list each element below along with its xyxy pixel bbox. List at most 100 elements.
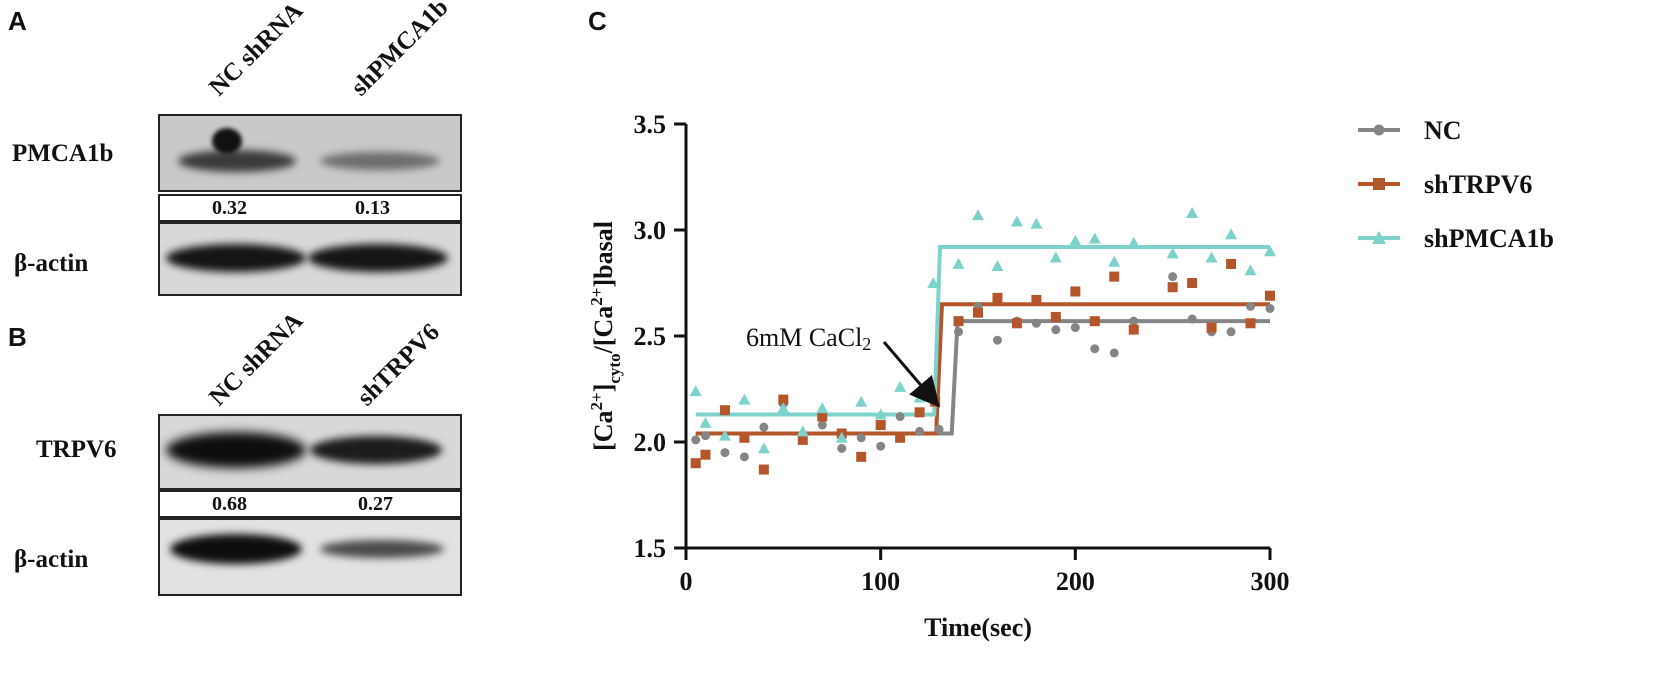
y-tick-label: 1.5 [634,534,667,563]
data-point-shPMCA1b [913,391,926,403]
data-point-NC [1265,303,1275,313]
data-point-NC [856,433,866,443]
data-point-shPMCA1b [689,385,702,397]
data-point-shTRPV6 [895,432,906,443]
data-point-shPMCA1b [1030,217,1043,229]
data-point-NC [915,426,925,436]
y-axis-label-part: 2+ [587,288,606,306]
data-point-shTRPV6 [1031,294,1042,305]
x-tick-label: 100 [861,567,900,596]
data-point-NC [1051,325,1061,335]
data-point-NC [739,452,749,462]
data-point-shPMCA1b [1069,234,1082,246]
data-point-shTRPV6 [992,292,1003,303]
data-point-shTRPV6 [914,407,925,418]
blot-a-target-band-2 [320,152,440,170]
annotation-subscript: 2 [862,334,871,354]
y-axis-label-part: 2+ [587,392,606,410]
blot-b-quant-2: 0.27 [358,493,393,515]
blot-a-quant-box: 0.32 0.13 [158,194,462,222]
fit-line-shTRPV6 [695,302,1270,436]
data-point-shTRPV6 [690,458,701,469]
data-point-shTRPV6 [856,451,867,462]
data-point-shTRPV6 [1167,282,1178,293]
blot-b-target-label: TRPV6 [36,436,117,463]
data-point-shTRPV6 [758,464,769,475]
data-point-shPMCA1b [738,393,751,405]
blot-a-loading-strip [158,222,462,296]
data-point-shPMCA1b [972,209,984,221]
data-point-shTRPV6 [778,394,789,405]
y-axis-label-part: [Ca [589,410,618,450]
data-point-shPMCA1b [816,402,829,414]
data-point-NC [1187,314,1197,324]
data-point-shPMCA1b [1186,207,1199,219]
data-point-shTRPV6 [1070,286,1081,297]
annotation-arrow [882,341,940,408]
annotation-label: 6mM CaCl2 [746,323,871,354]
data-point-shTRPV6 [1265,290,1275,301]
data-point-shPMCA1b [777,402,790,414]
y-axis-label-part: /[Ca [589,306,618,355]
blot-a-target-band-1 [178,150,296,172]
data-point-shPMCA1b [1225,228,1238,240]
data-point-shTRPV6 [797,434,808,445]
data-point-shTRPV6 [1187,278,1198,288]
legend-marker-NC [1373,124,1385,136]
data-point-NC [700,431,710,441]
data-point-NC [759,422,769,432]
y-tick-label: 3.0 [634,216,667,245]
data-point-shTRPV6 [1128,324,1139,335]
data-point-shTRPV6 [739,432,750,443]
data-point-shTRPV6 [973,307,983,318]
data-point-NC [1031,318,1041,328]
data-point-NC [837,443,847,453]
blot-a-loading-label: β-actin [14,250,89,277]
data-point-shTRPV6 [1109,271,1120,282]
blot-b-target-band-2 [310,436,442,464]
legend-label-NC: NC [1424,116,1462,145]
data-point-NC [1070,323,1080,333]
data-point-shPMCA1b [796,425,809,437]
data-point-NC [1168,272,1178,282]
blot-b-loading-label: β-actin [14,546,89,573]
blot-b-target-strip [158,414,462,490]
blot-a-loading-band-1 [166,244,306,272]
legend-label-shPMCA1b: shPMCA1b [1424,224,1554,253]
data-point-NC [876,441,886,451]
data-point-NC [1109,348,1119,358]
panel-c-label: C [588,6,607,36]
data-point-shTRPV6 [1089,316,1100,327]
legend-marker-shPMCA1b [1372,231,1386,244]
blot-b-loading-strip [158,518,462,596]
data-point-shTRPV6 [1206,322,1217,333]
legend-marker-shTRPV6 [1373,178,1385,190]
data-point-shPMCA1b [894,380,907,392]
data-point-shPMCA1b [718,429,731,441]
data-point-shPMCA1b [1088,232,1101,244]
data-point-shPMCA1b [1244,264,1257,276]
y-tick-label: 3.5 [634,110,667,139]
data-point-NC [720,448,730,458]
x-tick-label: 0 [680,567,693,596]
data-point-shPMCA1b [1264,245,1276,257]
blot-b-loading-band-1 [170,534,302,564]
data-point-shPMCA1b [1049,251,1062,263]
chart-axes: 1.52.02.53.03.50 100 200 300Time(sec)[Ca2+]… [587,110,1290,642]
fit-line-shPMCA1b [695,244,1270,417]
data-point-shTRPV6 [1050,311,1061,322]
annotation-text: 6mM CaCl [746,323,862,352]
data-point-shPMCA1b [757,442,770,454]
panel-b-label: B [8,322,27,352]
data-point-shTRPV6 [719,405,730,416]
chart-legend: NC shTRPV6 shPMCA1b [1358,116,1554,253]
blot-a-quant-1: 0.32 [212,197,247,219]
blot-a-target-dark-spot [212,128,242,154]
y-axis-label: [Ca2+]cyto/[Ca2+]basal [587,221,624,451]
data-point-shTRPV6 [700,449,711,460]
y-tick-label: 2.0 [634,428,667,457]
data-point-NC [1226,327,1236,337]
data-point-shPMCA1b [699,416,712,428]
data-point-shTRPV6 [1245,318,1256,329]
